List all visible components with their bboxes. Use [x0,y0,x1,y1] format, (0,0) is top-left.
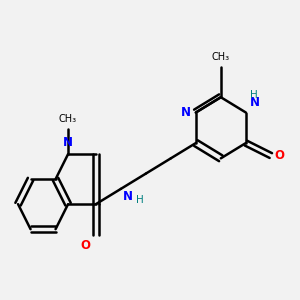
Text: N: N [181,106,191,119]
Text: CH₃: CH₃ [59,114,77,124]
Text: H: H [136,195,144,205]
Text: CH₃: CH₃ [212,52,230,62]
Text: H: H [250,90,258,100]
Text: N: N [123,190,133,203]
Text: N: N [63,136,73,149]
Text: O: O [274,149,284,162]
Text: O: O [81,239,91,252]
Text: N: N [250,96,260,109]
